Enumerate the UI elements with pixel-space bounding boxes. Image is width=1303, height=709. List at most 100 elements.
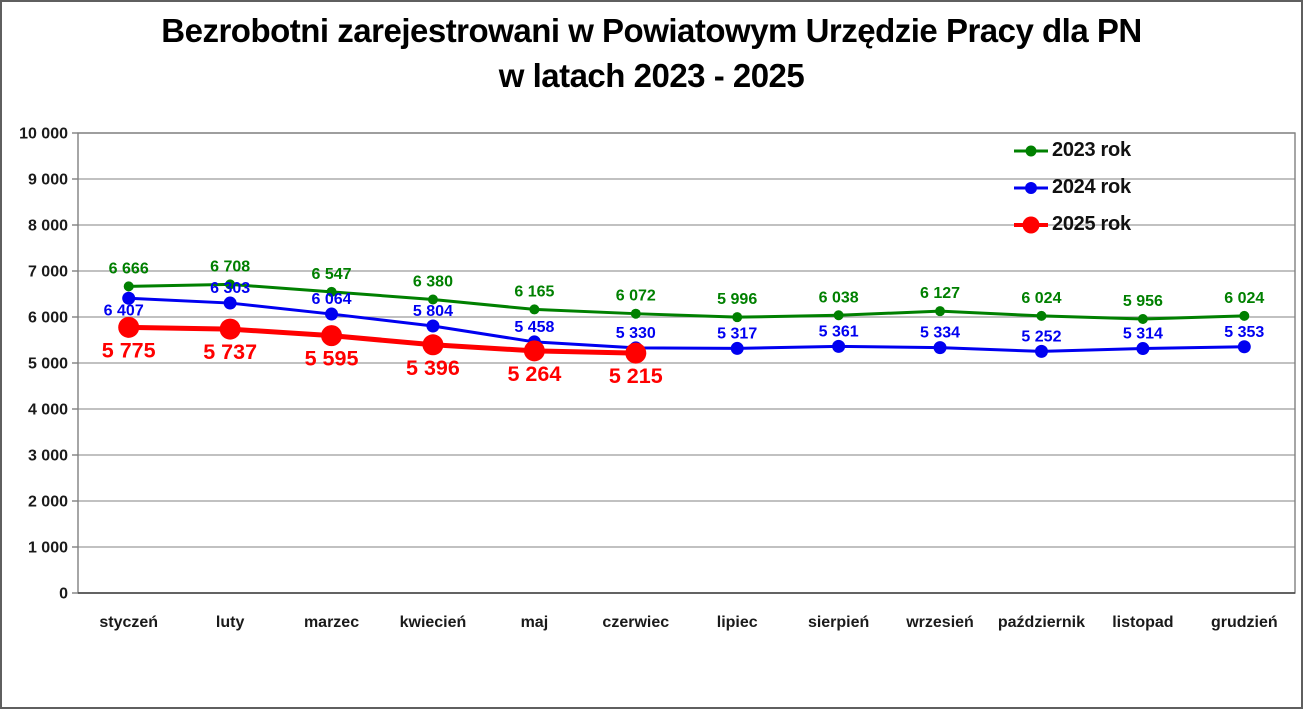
data-point-marker	[122, 291, 136, 305]
data-point-marker	[326, 286, 337, 297]
x-axis-label: listopad	[1112, 614, 1173, 631]
data-point-value-label: 6 038	[819, 289, 859, 306]
y-axis-tick-label: 6 000	[28, 310, 68, 327]
legend-entry-2024: 2024 rok	[1014, 169, 1131, 206]
data-point-value-label: 6 024	[1224, 290, 1264, 307]
series-line	[127, 282, 1246, 321]
data-point-value-label: 5 996	[717, 291, 757, 308]
data-point-value-label: 6 407	[104, 302, 144, 319]
data-point-marker	[523, 340, 545, 362]
data-point-value-label: 5 361	[819, 323, 859, 340]
x-axis-label: kwiecień	[400, 614, 467, 631]
y-axis-tick-label: 9 000	[28, 172, 68, 189]
legend-marker-2024-line-dot-icon	[1014, 178, 1050, 198]
data-point-marker	[426, 319, 440, 333]
legend-label-2023: 2023 rok	[1052, 139, 1131, 161]
data-point-value-label: 5 314	[1123, 326, 1163, 343]
data-point-marker	[529, 304, 540, 315]
data-point-value-label: 5 804	[413, 303, 453, 320]
data-point-value-label: 6 303	[210, 280, 250, 297]
data-point-marker	[832, 339, 846, 353]
data-point-value-label: 5 775	[102, 338, 156, 362]
x-axis-label: maj	[521, 614, 549, 631]
data-point-marker	[730, 341, 744, 355]
legend-entry-2023: 2023 rok	[1014, 132, 1131, 169]
x-axis-label: luty	[216, 614, 245, 631]
y-axis-tick-label: 0	[59, 586, 68, 603]
chart-title-line-1: Bezrobotni zarejestrowani w Powiatowym U…	[161, 12, 1142, 49]
data-point-marker	[225, 279, 236, 290]
data-point-marker	[325, 307, 339, 321]
data-point-marker	[630, 308, 641, 319]
data-point-marker	[1137, 314, 1148, 325]
legend-marker-2025-line-dot-icon	[1014, 215, 1050, 235]
data-point-marker	[118, 316, 140, 338]
data-point-marker	[833, 310, 844, 321]
data-point-marker	[427, 294, 438, 305]
data-point-value-label: 5 317	[717, 325, 757, 342]
data-point-value-label: 5 252	[1021, 328, 1061, 345]
data-point-value-label: 6 072	[616, 288, 656, 305]
x-axis-label: lipiec	[717, 614, 758, 631]
legend-label-2025: 2025 rok	[1052, 213, 1131, 235]
data-point-value-label: 6 547	[312, 266, 352, 283]
x-axis-label: październik	[998, 614, 1085, 631]
series-line	[126, 324, 639, 356]
data-point-value-label: 5 334	[920, 325, 960, 342]
data-point-value-label: 5 330	[616, 325, 656, 342]
y-axis-tick-label: 5 000	[28, 356, 68, 373]
y-axis-tick-label: 10 000	[19, 126, 68, 143]
data-point-value-label: 5 264	[507, 362, 561, 386]
chart-title: Bezrobotni zarejestrowani w Powiatowym U…	[2, 8, 1301, 98]
x-axis-label: czerwiec	[602, 614, 669, 631]
series-2024-rok: 6 407 6 303 6 064 5 804 5 458 5 330 5 317 5 361…	[104, 280, 1264, 358]
data-point-value-label: 6 127	[920, 285, 960, 302]
data-point-value-label: 6 064	[312, 291, 352, 308]
series-2025-rok: 5 775 5 737 5 595 5 396 5 264 5 215	[102, 316, 663, 388]
series-line	[127, 296, 1246, 353]
data-point-value-label: 5 458	[514, 319, 554, 336]
data-point-marker	[123, 281, 134, 292]
data-point-value-label: 6 024	[1021, 290, 1061, 307]
data-point-value-label: 5 215	[609, 364, 663, 388]
x-axis-label: wrzesień	[905, 614, 974, 631]
data-point-value-label: 6 165	[514, 283, 554, 300]
data-point-value-label: 5 396	[406, 356, 460, 380]
chart-legend: 2023 rok 2024 rok 2025 rok	[1014, 132, 1131, 243]
data-point-value-label: 6 708	[210, 258, 250, 275]
data-point-marker	[625, 342, 647, 364]
data-point-marker	[935, 306, 946, 317]
x-axis-label: sierpień	[808, 614, 869, 631]
chart-title-line-2: w latach 2023 - 2025	[498, 57, 805, 94]
series-2023-rok: 6 666 6 708 6 547 6 380 6 165 6 072 5 996 6 038…	[109, 258, 1264, 325]
data-point-marker	[422, 334, 444, 356]
legend-label-2024: 2024 rok	[1052, 176, 1131, 198]
legend-entry-2025: 2025 rok	[1014, 206, 1131, 243]
data-point-value-label: 5 956	[1123, 293, 1163, 310]
y-axis-tick-label: 2 000	[28, 494, 68, 511]
data-point-marker	[1237, 340, 1251, 354]
data-point-marker	[321, 325, 343, 347]
x-axis-label: styczeń	[99, 614, 158, 631]
data-point-marker	[223, 296, 237, 310]
data-point-value-label: 5 353	[1224, 324, 1264, 341]
data-point-marker	[1136, 342, 1150, 356]
y-axis-tick-label: 3 000	[28, 448, 68, 465]
y-axis-tick-label: 8 000	[28, 218, 68, 235]
data-point-marker	[933, 341, 947, 355]
y-axis-tick-label: 4 000	[28, 402, 68, 419]
y-axis-tick-label: 1 000	[28, 540, 68, 557]
data-point-value-label: 5 595	[305, 347, 359, 371]
data-point-marker	[732, 312, 743, 323]
data-point-value-label: 6 380	[413, 274, 453, 291]
x-axis-label: grudzień	[1211, 614, 1278, 631]
legend-marker-2023-line-dot-icon	[1014, 141, 1050, 161]
data-point-value-label: 5 737	[203, 340, 257, 364]
data-point-value-label: 6 666	[109, 260, 149, 277]
data-point-marker	[1034, 344, 1048, 358]
data-point-marker	[219, 318, 241, 340]
y-axis-tick-label: 7 000	[28, 264, 68, 281]
x-axis-label: marzec	[304, 614, 359, 631]
